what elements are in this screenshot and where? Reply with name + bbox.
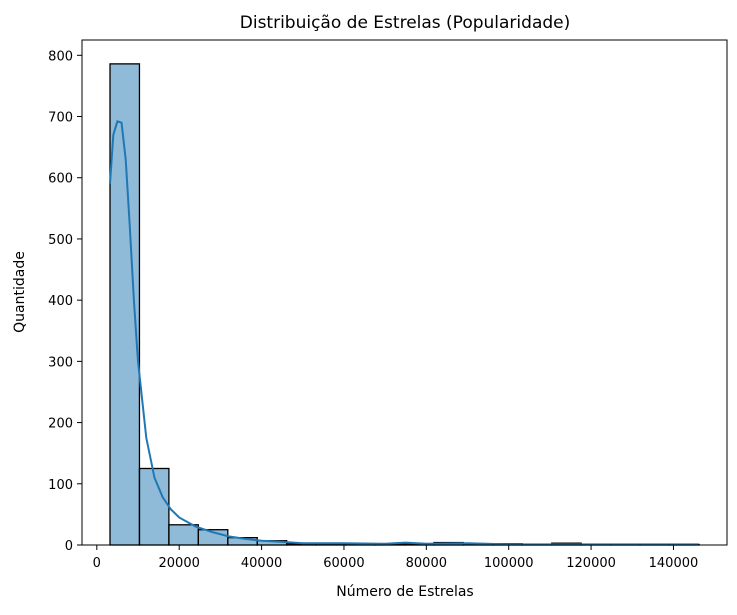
x-tick-label: 120000 (566, 556, 616, 571)
y-tick-label: 100 (48, 478, 73, 493)
x-axis-label: Número de Estrelas (336, 584, 473, 600)
plot-frame (81, 39, 728, 546)
x-tick-label: 20000 (159, 556, 200, 571)
y-tick-label: 500 (48, 233, 73, 248)
x-tick-label: 60000 (323, 556, 364, 571)
y-axis-ticks: 0 100 200 300 400 500 600 700 800 (48, 49, 82, 554)
y-tick-label: 400 (48, 294, 73, 309)
y-tick-label: 600 (48, 172, 73, 187)
y-tick-label: 800 (48, 49, 73, 64)
bars-group (109, 63, 700, 546)
x-tick-label: 0 (93, 556, 101, 571)
x-axis-ticks: 0 20000 40000 60000 80000 100000 120000 140000 (93, 545, 699, 571)
histogram-bar (138, 467, 170, 546)
x-tick-label: 140000 (649, 556, 699, 571)
x-tick-label: 40000 (241, 556, 282, 571)
chart-title: Distribuição de Estrelas (Popularidade) (240, 13, 571, 33)
y-axis-label: Quantidade (12, 251, 28, 333)
kde-curve (109, 120, 699, 546)
y-tick-label: 300 (48, 355, 73, 370)
y-tick-label: 0 (65, 539, 73, 554)
x-tick-label: 100000 (484, 556, 534, 571)
y-tick-label: 200 (48, 417, 73, 432)
y-tick-label: 700 (48, 111, 73, 126)
histogram-bar (168, 524, 200, 546)
x-tick-label: 80000 (406, 556, 447, 571)
